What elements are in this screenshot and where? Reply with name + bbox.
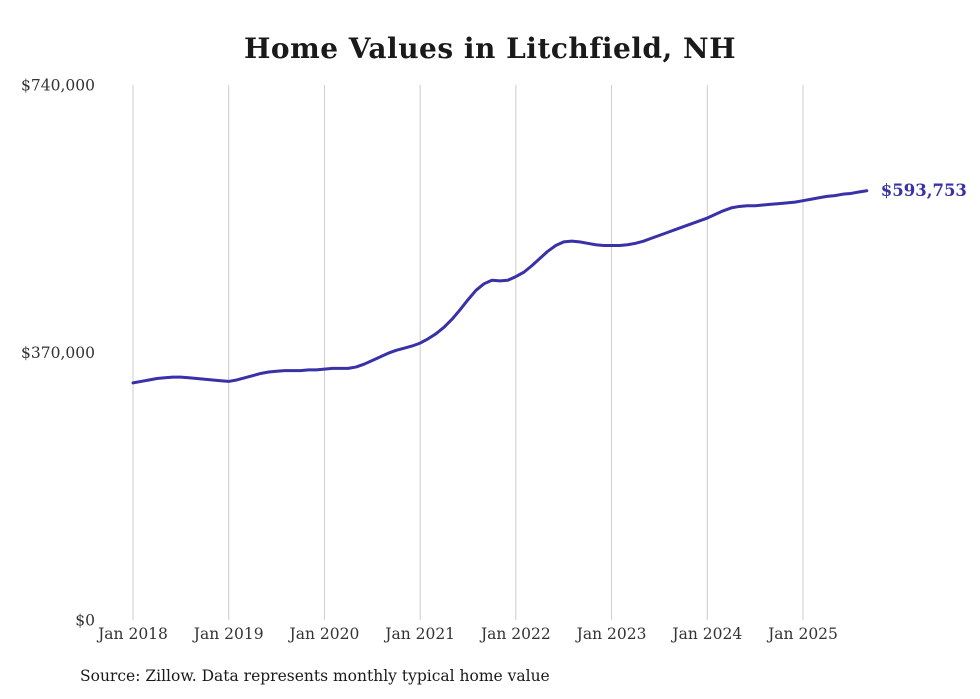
x-axis-tick-label: Jan 2018: [96, 625, 168, 643]
latest-value-label: $593,753: [881, 181, 967, 200]
x-axis-tick-label: Jan 2021: [383, 625, 455, 643]
x-axis-tick-label: Jan 2020: [288, 625, 360, 643]
y-axis-tick-label: $0: [75, 612, 95, 630]
x-axis-tick-label: Jan 2019: [192, 625, 264, 643]
x-axis-tick-label: Jan 2024: [670, 625, 742, 643]
y-axis-tick-label: $370,000: [21, 344, 95, 362]
home-value-line-series: [131, 189, 869, 385]
y-axis-tick-label: $740,000: [21, 77, 95, 95]
x-axis-tick-label: Jan 2023: [575, 625, 647, 643]
source-note: Source: Zillow. Data represents monthly …: [80, 667, 550, 685]
x-axis-tick-label: Jan 2022: [479, 625, 551, 643]
chart-title: Home Values in Litchfield, NH: [243, 32, 737, 65]
x-axis-tick-label: Jan 2025: [766, 625, 838, 643]
